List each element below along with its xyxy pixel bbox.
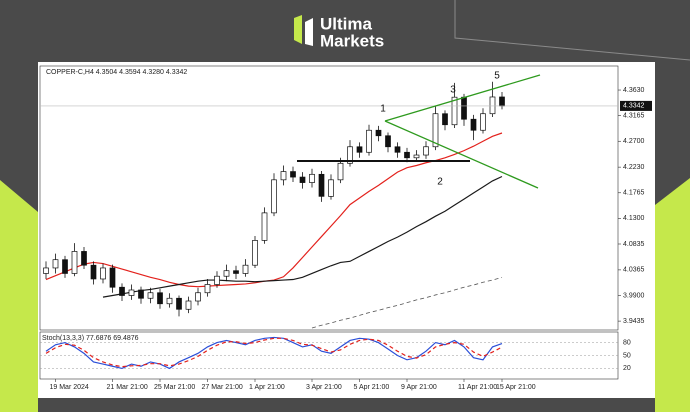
wave-label: 2: [437, 177, 443, 188]
candle-body: [328, 179, 334, 197]
candle-body: [71, 251, 78, 274]
candle-body: [62, 259, 68, 274]
x-tick-label: 19 Mar 2024: [50, 384, 89, 391]
x-tick-label: 1 Apr 21:00: [249, 384, 285, 391]
candle-body: [252, 240, 258, 266]
decor-line: [454, 0, 690, 61]
y-tick-label: 4.1765: [623, 190, 645, 197]
indicator-line: [45, 337, 503, 368]
candle-body: [499, 96, 505, 107]
candle-body: [43, 267, 49, 274]
x-tick-label: 11 Apr 21:00: [458, 384, 497, 391]
candle-body: [413, 154, 420, 159]
chart-panel: [38, 62, 655, 398]
y-tick-label: 4.1300: [623, 215, 645, 222]
x-tick-label: 3 Apr 21:00: [306, 384, 342, 391]
indicator-line: [45, 336, 503, 370]
candle-body: [356, 146, 363, 153]
candle-body: [470, 118, 477, 131]
indicator-title: Stoch(13,3,3) 77.6876 69.4876: [42, 335, 139, 342]
wave-label: 5: [494, 71, 500, 82]
candle-body: [394, 146, 401, 153]
candle-body: [290, 171, 296, 178]
candle-body: [204, 284, 211, 294]
price-box: [620, 100, 652, 111]
candle-body: [52, 259, 59, 269]
candle-body: [157, 292, 163, 305]
candle-body: [242, 264, 249, 274]
x-tick-label: 25 Mar 21:00: [154, 384, 195, 391]
trend-line: [384, 120, 539, 189]
candle-body: [138, 289, 144, 299]
candle-body: [480, 113, 486, 131]
candle-body: [271, 179, 277, 214]
candle-body: [166, 297, 173, 305]
wave-label: 3: [450, 85, 456, 96]
candle-body: [366, 129, 372, 153]
candle-body: [461, 96, 467, 120]
candle-body: [299, 176, 306, 183]
candle-body: [119, 286, 125, 296]
logo-icon: [305, 18, 313, 46]
x-tick-label: 27 Mar 21:00: [202, 384, 243, 391]
y-tick-label: 4.0835: [623, 241, 645, 248]
candle-body: [347, 146, 353, 164]
brand-line: Markets: [320, 31, 384, 50]
accent-left: [0, 180, 38, 412]
y-tick-label: 4.2230: [623, 164, 645, 171]
y-tick-label: 3.9435: [623, 318, 645, 325]
x-tick-label: 9 Apr 21:00: [401, 384, 437, 391]
y-tick-label: 4.0365: [623, 267, 645, 274]
candle-body: [442, 113, 448, 126]
y-tick-label: 80: [623, 339, 631, 346]
y-tick-label: 20: [623, 365, 631, 372]
accent-right: [655, 178, 690, 412]
x-tick-label: 21 Mar 21:00: [107, 384, 148, 391]
candle-body: [309, 173, 315, 183]
candle-body: [128, 289, 135, 296]
candle-body: [489, 96, 496, 115]
candle-body: [109, 267, 116, 288]
logo-icon: [294, 15, 302, 44]
chart-title: COPPER-C,H4 4.3504 4.3594 4.3280 4.3342: [46, 69, 187, 76]
candle-body: [223, 270, 230, 277]
y-tick-label: 4.2700: [623, 138, 645, 145]
candle-body: [385, 135, 391, 148]
y-tick-label: 4.3165: [623, 112, 645, 119]
candle-body: [318, 173, 325, 197]
candle-body: [100, 267, 106, 280]
candle-body: [261, 212, 268, 241]
brand-line: Ultima: [320, 14, 373, 33]
indicator-line: [311, 276, 503, 329]
candle-body: [90, 264, 97, 280]
candle-body: [233, 270, 239, 274]
candle-body: [147, 292, 154, 299]
candle-body: [451, 96, 458, 126]
y-tick-label: 4.3630: [623, 87, 645, 94]
candle-body: [185, 300, 192, 310]
main-pane: [39, 65, 619, 331]
candle-body: [214, 275, 220, 285]
trend-line: [384, 74, 541, 122]
x-tick-label: 15 Apr 21:00: [496, 384, 536, 391]
y-tick-label: 50: [623, 352, 631, 359]
candle-body: [195, 292, 201, 302]
candle-body: [432, 113, 439, 148]
candle-body: [404, 151, 410, 159]
y-tick-label: 3.9900: [623, 292, 645, 299]
indicator-line: [102, 175, 503, 298]
candle-body: [81, 251, 87, 266]
price-label: 4.3342: [623, 103, 645, 110]
candle-body: [337, 162, 344, 181]
candle-body: [423, 146, 429, 156]
candle-body: [176, 297, 182, 310]
wave-label: 1: [380, 104, 386, 115]
x-tick-label: 5 Apr 21:00: [354, 384, 390, 391]
candle-body: [375, 129, 382, 137]
candle-body: [280, 171, 287, 181]
annotations: 1 2 3 5: [297, 71, 541, 189]
